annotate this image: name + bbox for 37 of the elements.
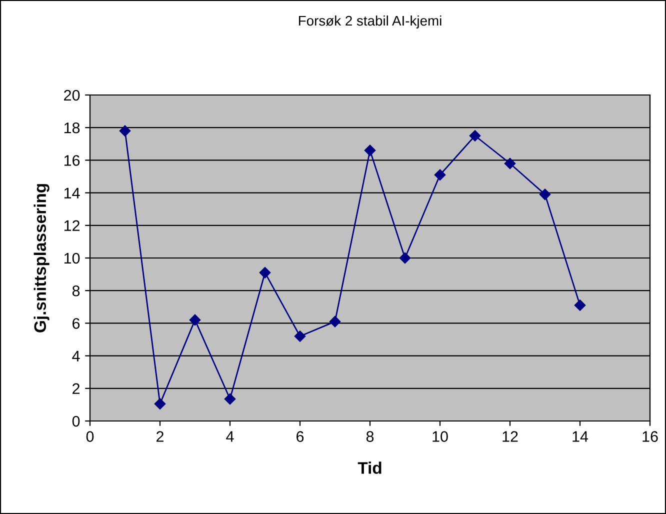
point xyxy=(399,252,411,264)
point xyxy=(434,169,446,180)
x-tick-label: 4 xyxy=(226,431,234,442)
x-tick-label: 10 xyxy=(432,431,448,442)
point xyxy=(469,130,481,142)
x-tick-label: 12 xyxy=(502,431,518,442)
point xyxy=(329,316,341,328)
y-tick-label: 2 xyxy=(72,383,80,394)
y-tick-label: 20 xyxy=(64,90,80,101)
y-tick-label: 12 xyxy=(64,220,80,231)
y-tick-label: 14 xyxy=(64,188,80,198)
x-tick-label: 16 xyxy=(642,431,658,442)
y-tick-label: 16 xyxy=(64,155,80,166)
point xyxy=(119,125,131,136)
point xyxy=(539,188,551,200)
point xyxy=(364,144,376,156)
x-tick-label: 14 xyxy=(572,431,588,442)
x-axis-title: Tid xyxy=(358,462,382,474)
y-tick-label: 8 xyxy=(72,285,80,296)
point xyxy=(294,330,306,342)
point xyxy=(259,267,271,278)
y-tick-label: 0 xyxy=(72,416,80,427)
x-tick-label: 0 xyxy=(86,431,94,442)
chart-title: Forsøk 2 stabil AI-kjemi xyxy=(298,15,442,28)
point xyxy=(224,393,236,405)
point xyxy=(504,158,516,170)
y-axis-title: Gj.snittsplassering xyxy=(34,184,50,332)
y-tick-label: 18 xyxy=(64,122,80,134)
y-tick-label: 6 xyxy=(72,318,80,329)
point xyxy=(189,314,201,326)
point xyxy=(154,398,166,410)
x-tick-label: 8 xyxy=(366,431,374,442)
x-tick-label: 6 xyxy=(296,431,304,442)
y-tick-label: 10 xyxy=(64,252,80,264)
y-tick-label: 4 xyxy=(72,350,80,362)
x-tick-label: 2 xyxy=(156,431,164,442)
point xyxy=(574,300,586,311)
